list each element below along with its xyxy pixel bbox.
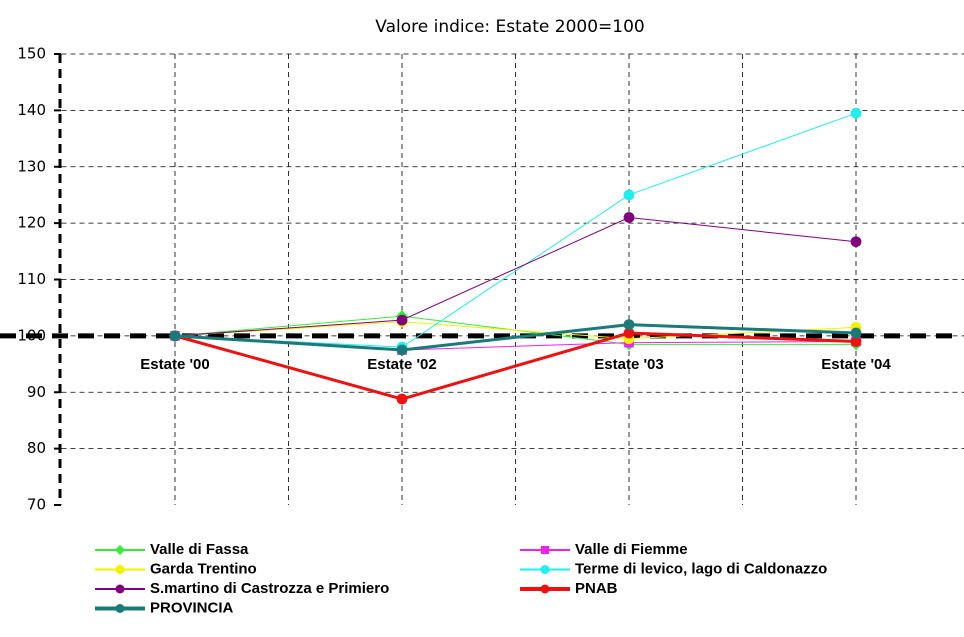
marker xyxy=(850,327,862,339)
series-line xyxy=(174,216,857,337)
chart-title: Valore indice: Estate 2000=100 xyxy=(375,17,644,37)
legend-label: PROVINCIA xyxy=(150,599,234,616)
marker xyxy=(850,107,862,119)
x-tick-label: Estate '04 xyxy=(821,356,891,373)
marker xyxy=(396,344,408,356)
marker xyxy=(541,546,549,554)
marker xyxy=(623,319,635,330)
y-tick-label: 90 xyxy=(27,383,46,401)
marker xyxy=(540,584,550,594)
marker xyxy=(623,189,635,201)
y-tick-label: 120 xyxy=(17,214,46,232)
legend-label: S.martino di Castrozza e Primiero xyxy=(150,580,389,597)
legend-label: Valle di Fiemme xyxy=(575,541,688,558)
y-tick-label: 80 xyxy=(27,439,46,457)
x-tick-label: Estate '02 xyxy=(367,356,436,373)
x-tick-label: Estate '03 xyxy=(594,356,663,373)
y-tick-label: 150 xyxy=(17,45,46,63)
y-tick-label: 130 xyxy=(17,157,46,175)
y-tick-label: 140 xyxy=(17,101,46,119)
marker xyxy=(115,565,125,574)
legend-label: Terme di levico, lago di Caldonazzo xyxy=(575,560,827,577)
series-line xyxy=(174,331,857,401)
series-line xyxy=(174,323,857,352)
legend-label: Valle di Fassa xyxy=(150,541,249,558)
marker xyxy=(623,327,635,339)
marker xyxy=(115,604,125,613)
series-line xyxy=(174,321,857,340)
marker xyxy=(115,545,125,555)
legend-label: Garda Trentino xyxy=(150,560,257,577)
y-tick-label: 70 xyxy=(27,496,46,514)
x-tick-label: Estate '00 xyxy=(140,356,209,373)
marker xyxy=(396,314,408,326)
marker xyxy=(623,212,635,223)
marker xyxy=(396,393,408,405)
marker xyxy=(850,236,862,248)
y-tick-label: 110 xyxy=(17,270,46,288)
marker xyxy=(169,330,181,342)
marker xyxy=(115,584,125,594)
marker xyxy=(850,336,862,347)
marker xyxy=(540,565,550,574)
legend-label: PNAB xyxy=(575,580,618,597)
